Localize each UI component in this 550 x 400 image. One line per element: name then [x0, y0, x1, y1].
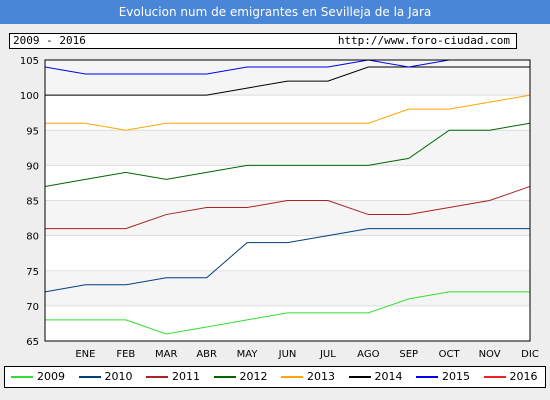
grid-band [45, 60, 530, 96]
legend-swatch [281, 376, 303, 378]
x-tick-label: JUN [278, 349, 297, 360]
y-tick-label: 65 [26, 337, 39, 348]
grid-band [45, 270, 530, 306]
y-tick-label: 80 [26, 232, 39, 243]
grid-band [45, 305, 530, 341]
legend-label: 2011 [172, 370, 200, 383]
x-tick-label: ENE [75, 349, 95, 360]
grid-band [45, 95, 530, 131]
grid-band [45, 130, 530, 166]
site-url[interactable]: http://www.foro-ciudad.com [337, 34, 510, 47]
grid-band [45, 165, 530, 201]
period-label: 2009 - 2016 [13, 34, 86, 47]
legend-swatch [78, 376, 101, 378]
x-tick-labels: ENE FEB MAR ABR MAY JUN JUL AGO SEP OCT NOV DIC [75, 349, 538, 360]
x-tick-label: NOV [479, 349, 501, 360]
series-line-2009 [45, 291, 530, 335]
legend-label: 2014 [374, 370, 403, 383]
x-tick-label: DIC [521, 349, 539, 360]
legend-label: 2009 [37, 370, 65, 383]
series-lines [44, 59, 531, 335]
y-tick-label: 85 [26, 197, 39, 208]
legend-swatch [416, 376, 438, 378]
legend-label: 2015 [442, 370, 470, 383]
x-tick-label: AGO [357, 349, 379, 360]
x-tick-label: FEB [116, 349, 135, 360]
legend-swatch [11, 376, 33, 378]
legend-swatch [483, 376, 506, 378]
chart-title: Evolucion num de emigrantes en Sevilleja… [0, 0, 550, 24]
grid-bands [45, 60, 530, 341]
y-tick-label: 95 [26, 126, 39, 137]
series-line-2010 [44, 228, 530, 293]
x-tick-label: SEP [399, 349, 418, 360]
x-tick-label: ABR [196, 349, 217, 360]
series-line-2013 [45, 94, 531, 131]
grid-band [45, 200, 530, 236]
legend-label: 2012 [239, 370, 268, 383]
legend-label: 2010 [104, 370, 133, 383]
plot-frame [44, 59, 531, 342]
y-tick-label: 105 [20, 56, 39, 67]
x-tick-label: MAR [155, 349, 177, 360]
series-line-2012 [44, 122, 531, 187]
series-line-2011 [45, 185, 531, 230]
info-box: 2009 - 2016 http://www.foro-ciudad.com [9, 33, 517, 49]
y-tick-label: 100 [20, 91, 39, 102]
y-tick-label: 90 [26, 161, 39, 172]
legend-label: 2013 [307, 370, 335, 383]
x-tick-label: OCT [439, 349, 461, 360]
legend-label: 2016 [509, 370, 538, 383]
y-tick-label: 70 [26, 302, 39, 313]
series-line-2014 [45, 66, 530, 96]
legend-swatch [213, 376, 236, 378]
x-tick-label: JUL [319, 349, 336, 360]
y-tick-label: 75 [26, 267, 39, 278]
legend: 2009 2010 2011 2012 2013 2014 2015 2016 [4, 366, 546, 388]
legend-swatch [348, 376, 371, 378]
legend-swatch [146, 376, 168, 378]
y-tick-labels: 65 70 75 80 85 90 95 100 105 [20, 56, 39, 348]
x-tick-label: MAY [237, 349, 259, 360]
grid-band [45, 235, 530, 271]
